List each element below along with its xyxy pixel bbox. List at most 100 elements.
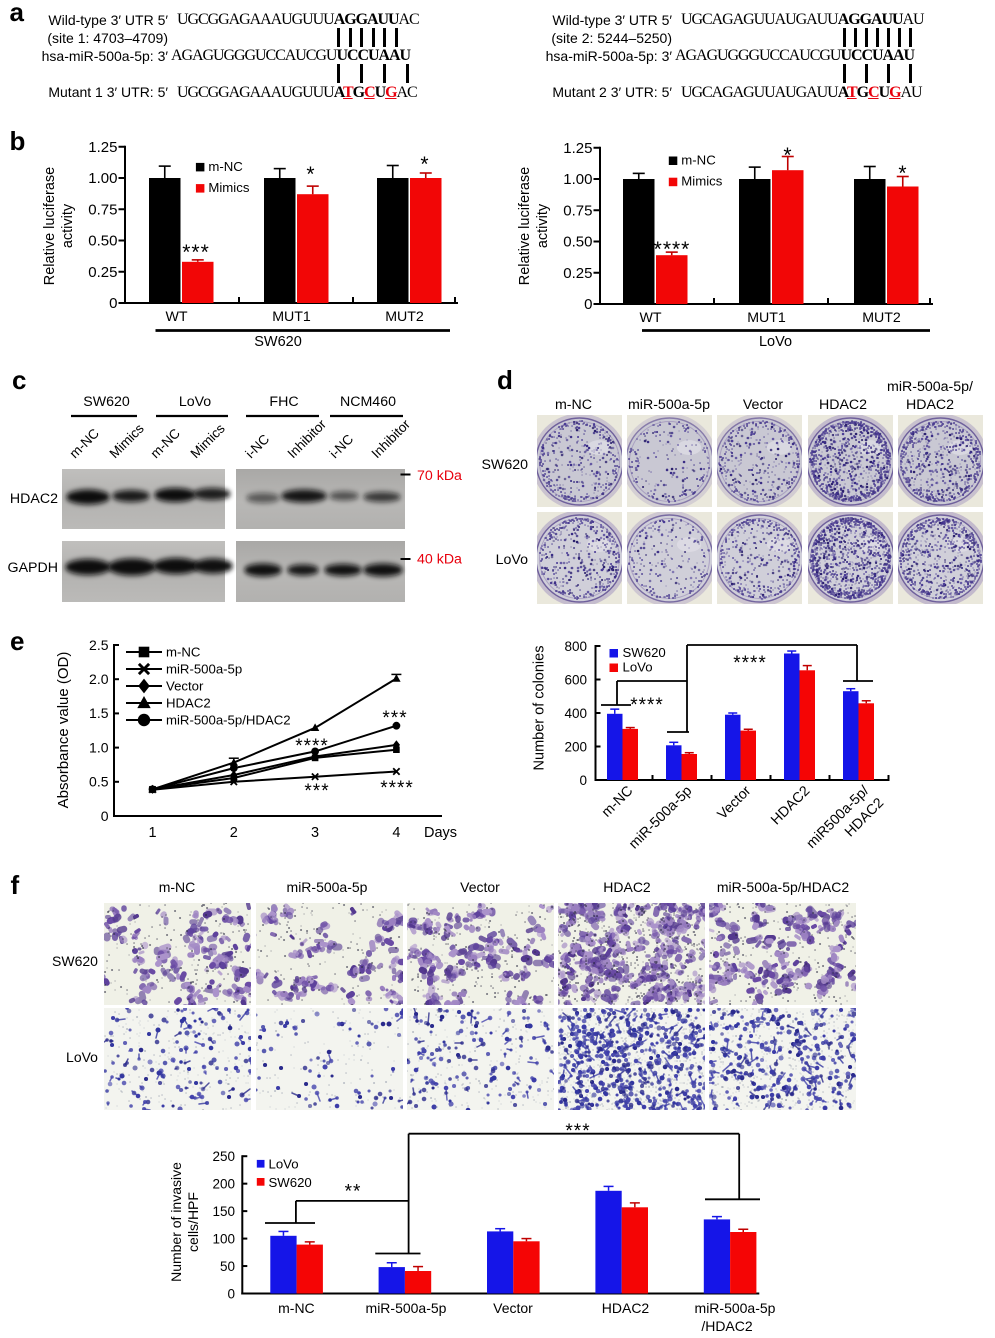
svg-text:50: 50 [220, 1259, 235, 1274]
svg-text:miR-500a-5p: miR-500a-5p [628, 397, 710, 413]
svg-text:*: * [420, 153, 429, 176]
svg-text:activity: activity [535, 203, 551, 248]
svg-text:m-NC: m-NC [599, 783, 637, 821]
svg-text:0: 0 [227, 1286, 235, 1301]
svg-text:*: * [783, 144, 792, 167]
svg-text:0.25: 0.25 [88, 264, 117, 281]
svg-text:600: 600 [564, 672, 587, 687]
svg-text:***: *** [565, 1121, 590, 1142]
svg-text:1.25: 1.25 [563, 140, 592, 157]
svg-text:SW620: SW620 [269, 1175, 312, 1190]
svg-text:FHC: FHC [269, 394, 298, 410]
svg-text:LoVo: LoVo [179, 394, 211, 410]
svg-text:SW620: SW620 [83, 394, 130, 410]
svg-text:WT: WT [165, 309, 187, 325]
svg-text:0.5: 0.5 [89, 774, 109, 790]
svg-text:Vector: Vector [715, 783, 755, 823]
svg-text:miR-500a-5p: miR-500a-5p [626, 783, 695, 852]
svg-text:MUT1: MUT1 [747, 310, 786, 326]
svg-text:cells/HPF: cells/HPF [185, 1192, 201, 1252]
svg-text:MUT2: MUT2 [385, 309, 424, 325]
svg-text:200: 200 [564, 739, 587, 754]
svg-text:miR-500a-5p/: miR-500a-5p/ [887, 380, 973, 395]
svg-text:Relative luciferase: Relative luciferase [42, 167, 58, 285]
svg-text:***: *** [304, 781, 329, 802]
svg-text:HDAC2: HDAC2 [603, 879, 651, 895]
svg-text:SW620: SW620 [254, 334, 302, 350]
svg-text:miR-500a-5p/HDAC2: miR-500a-5p/HDAC2 [717, 879, 849, 895]
svg-text:1.25: 1.25 [88, 139, 117, 156]
svg-text:SW620: SW620 [52, 953, 98, 969]
svg-text:i-NC: i-NC [327, 431, 357, 461]
svg-text:***: *** [182, 241, 210, 264]
svg-text:miR-500a-5p/HDAC2: miR-500a-5p/HDAC2 [166, 713, 291, 728]
svg-text:800: 800 [564, 639, 587, 654]
svg-text:1.0: 1.0 [89, 739, 109, 755]
svg-text:LoVo: LoVo [759, 334, 792, 350]
svg-text:m-NC: m-NC [208, 159, 243, 174]
svg-text:Number of colonies: Number of colonies [532, 646, 548, 771]
svg-text:m-NC: m-NC [166, 645, 201, 660]
svg-text:MUT1: MUT1 [272, 309, 311, 325]
svg-text:HDAC2: HDAC2 [166, 696, 211, 711]
svg-text:Vector: Vector [743, 397, 783, 413]
svg-text:Vector: Vector [166, 679, 204, 694]
svg-text:miR-500a-5p: miR-500a-5p [366, 1300, 447, 1316]
svg-text:Inhibitor: Inhibitor [285, 416, 330, 461]
svg-text:*: * [306, 163, 315, 186]
svg-text:****: **** [733, 653, 767, 674]
svg-text:GAPDH: GAPDH [8, 560, 58, 576]
svg-text:0: 0 [109, 295, 117, 312]
svg-text:1.00: 1.00 [563, 171, 592, 188]
svg-text:****: **** [295, 736, 329, 757]
svg-text:*: * [898, 162, 907, 185]
svg-text:0.75: 0.75 [88, 201, 117, 218]
svg-text:NCM460: NCM460 [340, 394, 396, 410]
svg-text:MUT2: MUT2 [862, 310, 901, 326]
svg-text:0.50: 0.50 [88, 233, 117, 250]
svg-text:****: **** [380, 778, 414, 799]
svg-text:miR-500a-5p: miR-500a-5p [695, 1300, 776, 1316]
svg-text:Inhibitor: Inhibitor [369, 416, 414, 461]
svg-text:SW620: SW620 [623, 645, 666, 660]
svg-text:m-NC: m-NC [67, 425, 103, 461]
svg-text:1: 1 [148, 825, 156, 841]
svg-text:miR-500a-5p: miR-500a-5p [166, 662, 242, 677]
svg-text:4: 4 [392, 825, 400, 841]
svg-text:400: 400 [564, 706, 587, 721]
svg-text:LoVo: LoVo [623, 660, 653, 675]
svg-text:250: 250 [212, 1149, 235, 1164]
svg-text:HDAC2: HDAC2 [819, 397, 867, 413]
svg-text:activity: activity [60, 203, 76, 248]
svg-text:2.5: 2.5 [89, 637, 109, 653]
svg-text:0: 0 [101, 808, 109, 824]
svg-text:0.75: 0.75 [563, 202, 592, 219]
svg-text:1.5: 1.5 [89, 705, 109, 721]
svg-text:0: 0 [584, 296, 592, 313]
svg-text:m-NC: m-NC [681, 153, 716, 168]
svg-text:LoVo: LoVo [269, 1157, 299, 1172]
svg-text:Number of invasive: Number of invasive [168, 1162, 184, 1282]
svg-text:LoVo: LoVo [66, 1049, 98, 1065]
svg-text:0.25: 0.25 [563, 265, 592, 282]
svg-text:150: 150 [212, 1204, 235, 1219]
svg-text:Vector: Vector [460, 879, 500, 895]
svg-text:m-NC: m-NC [555, 397, 592, 413]
svg-text:HDAC2: HDAC2 [602, 1300, 650, 1316]
svg-text:Mimics: Mimics [107, 421, 147, 461]
svg-text:****: **** [654, 238, 691, 261]
svg-text:Mimics: Mimics [681, 174, 722, 189]
svg-text:Absorbance value (OD): Absorbance value (OD) [55, 652, 72, 809]
svg-text:WT: WT [639, 310, 661, 326]
svg-text:**: ** [345, 1182, 362, 1203]
svg-text:/HDAC2: /HDAC2 [701, 1318, 753, 1334]
svg-text:HDAC2: HDAC2 [768, 783, 813, 828]
svg-text:70 kDa: 70 kDa [417, 468, 462, 484]
svg-text:LoVo: LoVo [496, 552, 528, 568]
svg-text:3: 3 [311, 825, 319, 841]
svg-text:100: 100 [212, 1231, 235, 1246]
svg-text:40 kDa: 40 kDa [417, 552, 462, 568]
svg-text:2.0: 2.0 [89, 671, 109, 687]
svg-text:Mimics: Mimics [208, 180, 249, 195]
svg-text:m-NC: m-NC [159, 879, 196, 895]
